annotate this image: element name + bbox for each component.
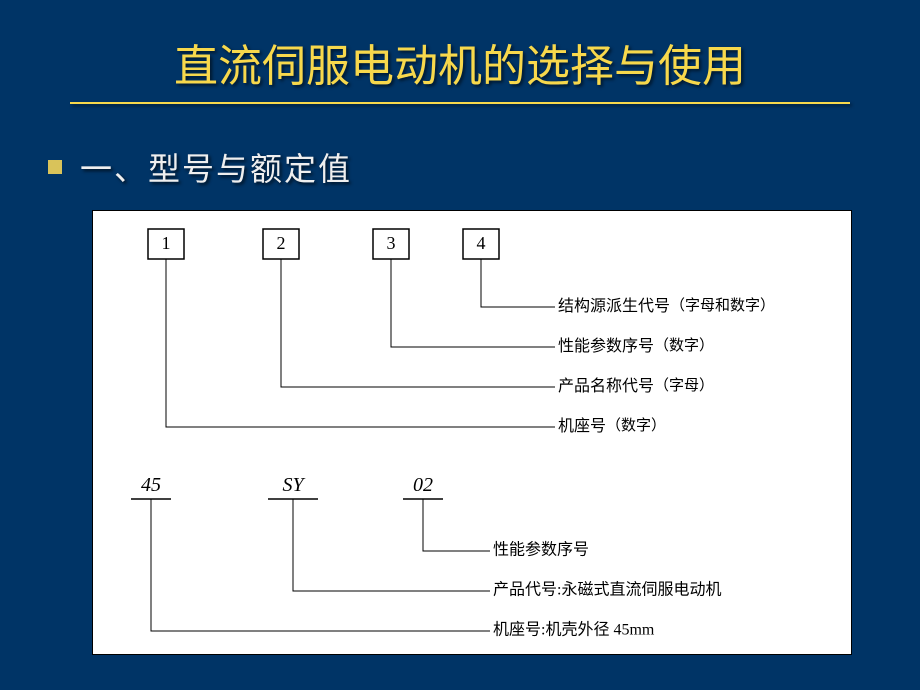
upper-box-2: 2 (263, 229, 299, 259)
upper-box-4: 4 (463, 229, 499, 259)
lower-label-1: 性能参数序号 (493, 541, 589, 559)
connector-2 (281, 259, 555, 387)
title-underline (70, 102, 850, 104)
connector-4 (481, 259, 555, 307)
model-item-2: SY (282, 474, 305, 496)
upper-box-3: 3 (373, 229, 409, 259)
subtitle-row: 一、型号与额定值 (48, 144, 920, 190)
model-item-3: 02 (413, 474, 433, 496)
upper-box-1: 1 (148, 229, 184, 259)
box3-label: 3 (387, 233, 396, 253)
slide-title: 直流伺服电动机的选择与使用 (0, 0, 920, 94)
upper-label-1: 结构源派生代号（字母和数字） (558, 297, 775, 315)
diagram-frame: 1 2 3 4 结构源派生代号（字母和数字） 性能参数序号（数字） (92, 210, 852, 655)
connector-1 (166, 259, 555, 427)
model-diagram: 1 2 3 4 结构源派生代号（字母和数字） 性能参数序号（数字） (93, 211, 853, 656)
model-item-1: 45 (141, 474, 161, 496)
connector-3 (391, 259, 555, 347)
bullet-icon (48, 160, 62, 174)
lower-label-3: 机座号:机壳外径 45mm (493, 621, 655, 639)
box4-label: 4 (477, 233, 486, 253)
upper-label-4: 机座号（数字） (558, 417, 666, 435)
upper-label-3: 产品名称代号（字母） (558, 377, 714, 395)
lower-label-2: 产品代号:永磁式直流伺服电动机 (493, 581, 721, 599)
upper-label-2: 性能参数序号（数字） (558, 337, 714, 355)
subtitle-text: 一、型号与额定值 (80, 144, 352, 190)
lower-connector-3 (423, 511, 490, 551)
box2-label: 2 (277, 233, 286, 253)
box1-label: 1 (162, 233, 171, 253)
lower-connector-1 (151, 511, 490, 631)
